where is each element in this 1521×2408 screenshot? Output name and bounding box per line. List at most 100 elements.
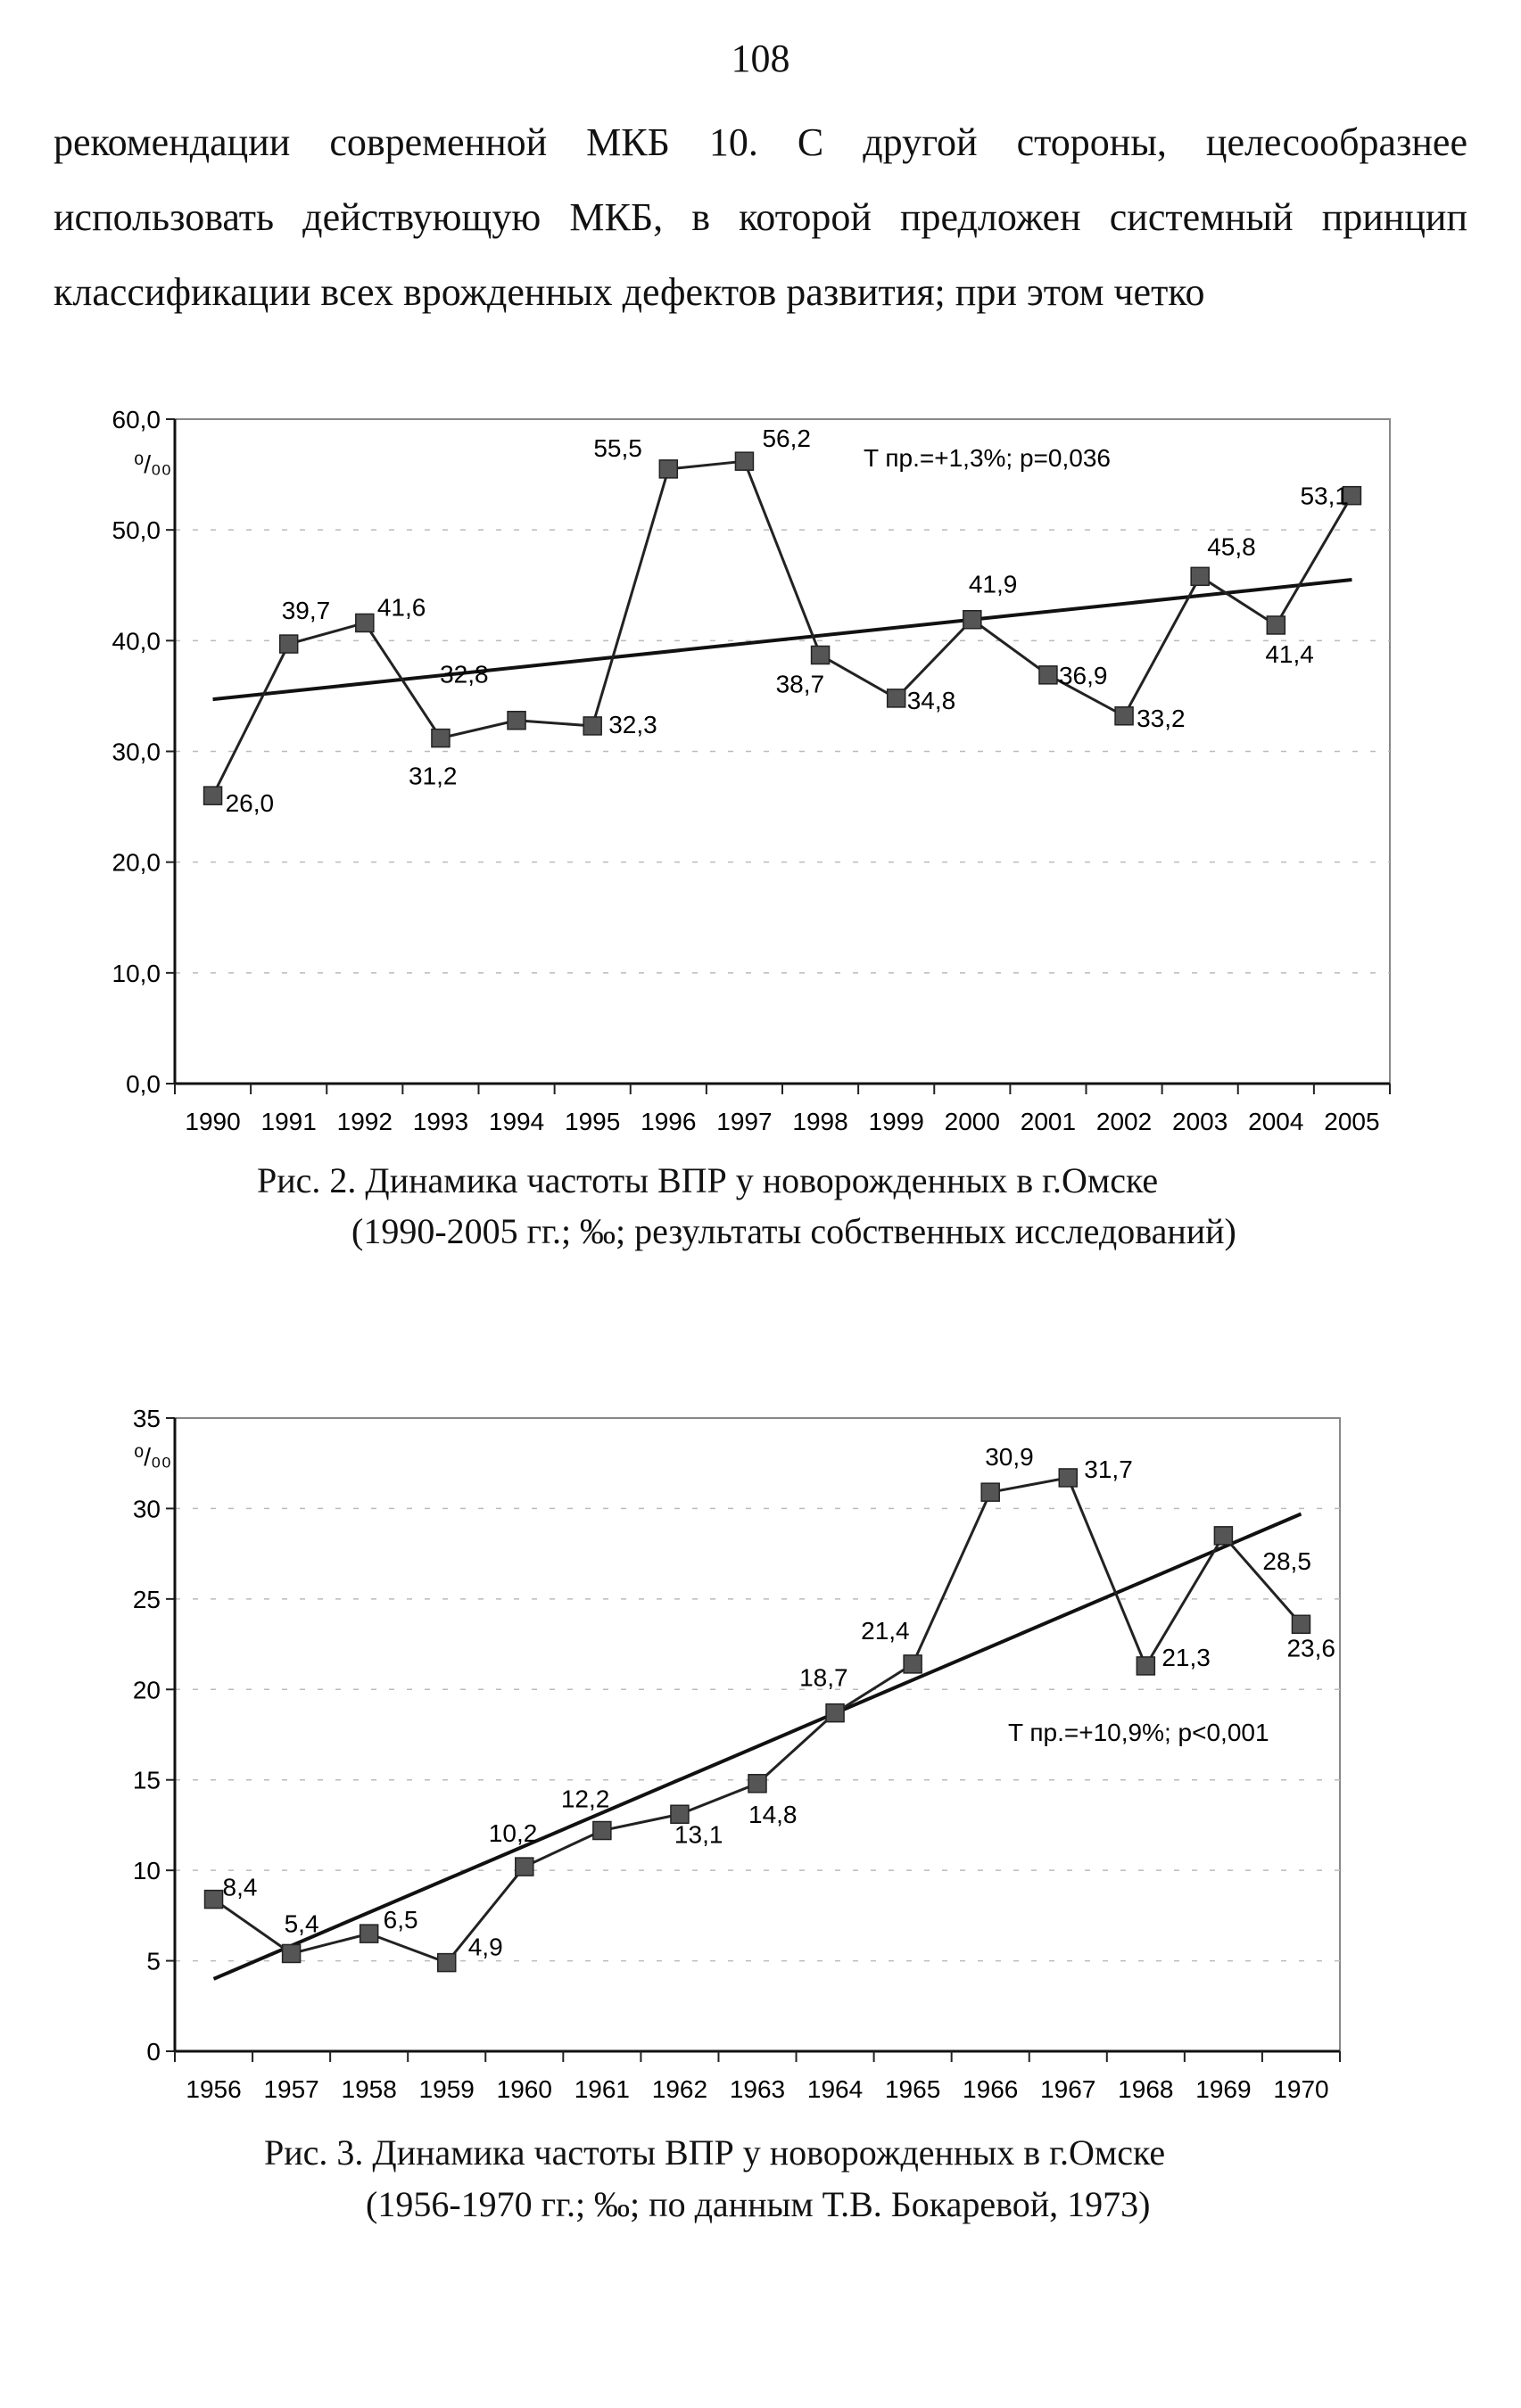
y-tick-label: 20,0 (112, 849, 161, 877)
figure-2-caption-line-2: (1990-2005 гг.; ‰; результаты собственны… (351, 1211, 1236, 1251)
data-point (1291, 1614, 1311, 1635)
data-point (436, 1952, 457, 1973)
data-point (507, 710, 526, 730)
data-point (592, 1820, 612, 1841)
data-label: 21,4 (861, 1617, 910, 1645)
data-label: 39,7 (282, 597, 331, 624)
data-label: 32,8 (440, 661, 489, 689)
y-tick-label: 25 (133, 1586, 161, 1613)
x-tick-label: 2004 (1248, 1108, 1303, 1135)
x-tick-label: 2002 (1096, 1108, 1152, 1135)
data-point (203, 1889, 224, 1909)
y-axis-unit-label: ⁰/₀₀ (134, 1443, 171, 1471)
data-point (1058, 1468, 1079, 1488)
data-label: 26,0 (226, 789, 275, 817)
data-label: 31,2 (409, 763, 458, 790)
figure-3-caption-line-1: Рис. 3. Динамика частоты ВПР у новорожде… (264, 2132, 1166, 2173)
x-tick-label: 1993 (413, 1108, 468, 1135)
data-point (810, 645, 831, 665)
y-tick-label: 0,0 (126, 1070, 161, 1098)
data-label: 38,7 (776, 670, 825, 697)
data-label: 8,4 (223, 1874, 258, 1901)
y-tick-label: 20 (133, 1676, 161, 1703)
x-tick-label: 1964 (807, 2075, 863, 2103)
x-tick-label: 1957 (263, 2075, 318, 2103)
chart-1990-2005: 0,0 10,0 20,0 30,0 40,0 50,0 60,0 1990 1991 1992 1… (112, 406, 1391, 1135)
y-tick-label: 40,0 (112, 627, 161, 655)
body-text: рекомендации современной МКБ 10. С друго… (54, 105, 1467, 330)
data-point (886, 689, 906, 708)
x-tick-label: 1958 (342, 2075, 397, 2103)
x-tick-label: 1967 (1040, 2075, 1095, 2103)
data-point (670, 1804, 690, 1825)
text-line-2: использовать действующую МКБ, в которой … (54, 195, 1467, 239)
data-label: 41,6 (377, 593, 426, 621)
data-point (359, 1924, 379, 1943)
y-tick-label: 30,0 (112, 738, 161, 766)
data-point (825, 1703, 845, 1723)
data-point (1136, 1656, 1156, 1676)
x-tick-label: 1999 (869, 1108, 924, 1135)
data-point (431, 728, 451, 748)
data-point (1114, 706, 1134, 726)
data-point (1342, 485, 1362, 506)
x-tick-label: 1962 (652, 2075, 707, 2103)
data-point (1038, 665, 1058, 685)
data-label: 4,9 (468, 1934, 503, 1961)
y-tick-label: 60,0 (112, 406, 161, 433)
trend-annotation: T пр.=+1,3%; p=0,036 (864, 444, 1111, 472)
x-tick-label: 1998 (792, 1108, 847, 1135)
data-label: 45,8 (1207, 532, 1256, 560)
data-point (1190, 566, 1210, 587)
data-label: 18,7 (799, 1664, 848, 1692)
data-label: 12,2 (561, 1785, 610, 1813)
trend-annotation: T пр.=+10,9%; p<0,001 (1008, 1719, 1269, 1746)
data-label: 41,9 (969, 571, 1018, 598)
x-tick-label: 1968 (1118, 2075, 1173, 2103)
data-point (734, 451, 755, 471)
x-tick-label: 1996 (641, 1108, 696, 1135)
y-axis-unit-label: ⁰/₀₀ (134, 450, 171, 478)
data-label: 21,3 (1161, 1644, 1211, 1671)
x-tick-label: 2001 (1021, 1108, 1076, 1135)
data-point (658, 459, 679, 479)
x-tick-label: 1970 (1273, 2075, 1328, 2103)
data-label: 28,5 (1262, 1547, 1311, 1575)
text-line-3: классификации всех врожденных дефектов р… (54, 270, 1205, 314)
data-label: 10,2 (489, 1819, 538, 1847)
data-label: 34,8 (907, 687, 956, 714)
x-tick-label: 1990 (185, 1108, 240, 1135)
data-point (1266, 615, 1286, 635)
x-tick-label: 2005 (1324, 1108, 1379, 1135)
data-point (1213, 1526, 1234, 1546)
data-label: 56,2 (762, 425, 811, 452)
data-label: 5,4 (285, 1909, 319, 1937)
chart-1956-1970: 0 5 10 15 20 25 30 35 1956 1957 1958 1959 1960 1961 19… (133, 1405, 1341, 2103)
data-label: 31,7 (1084, 1456, 1133, 1483)
y-tick-label: 35 (133, 1405, 161, 1432)
x-tick-label: 1956 (186, 2075, 241, 2103)
page-number: 108 (731, 37, 790, 80)
figure-3-caption-line-2: (1956-1970 гг.; ‰; по данным Т.В. Бокаре… (366, 2184, 1151, 2224)
x-tick-label: 2003 (1172, 1108, 1228, 1135)
data-point (748, 1774, 767, 1794)
y-tick-label: 0 (146, 2038, 161, 2066)
x-tick-label: 1969 (1195, 2075, 1251, 2103)
y-tick-label: 50,0 (112, 516, 161, 544)
x-tick-label: 1965 (885, 2075, 940, 2103)
y-tick-label: 10,0 (112, 960, 161, 987)
data-label: 53,1 (1300, 482, 1349, 510)
data-point (355, 613, 375, 633)
text-line-1: рекомендации современной МКБ 10. С друго… (54, 120, 1467, 164)
data-label: 13,1 (674, 1820, 723, 1848)
y-tick-label: 15 (133, 1767, 161, 1794)
data-point (583, 716, 602, 736)
data-label: 6,5 (384, 1906, 418, 1934)
x-tick-label: 2000 (945, 1108, 1000, 1135)
trend-line (212, 1512, 1302, 1981)
data-label: 36,9 (1059, 662, 1108, 689)
x-tick-label: 1963 (730, 2075, 785, 2103)
y-tick-label: 30 (133, 1495, 161, 1522)
series-line (211, 459, 1353, 796)
data-point (278, 634, 299, 654)
